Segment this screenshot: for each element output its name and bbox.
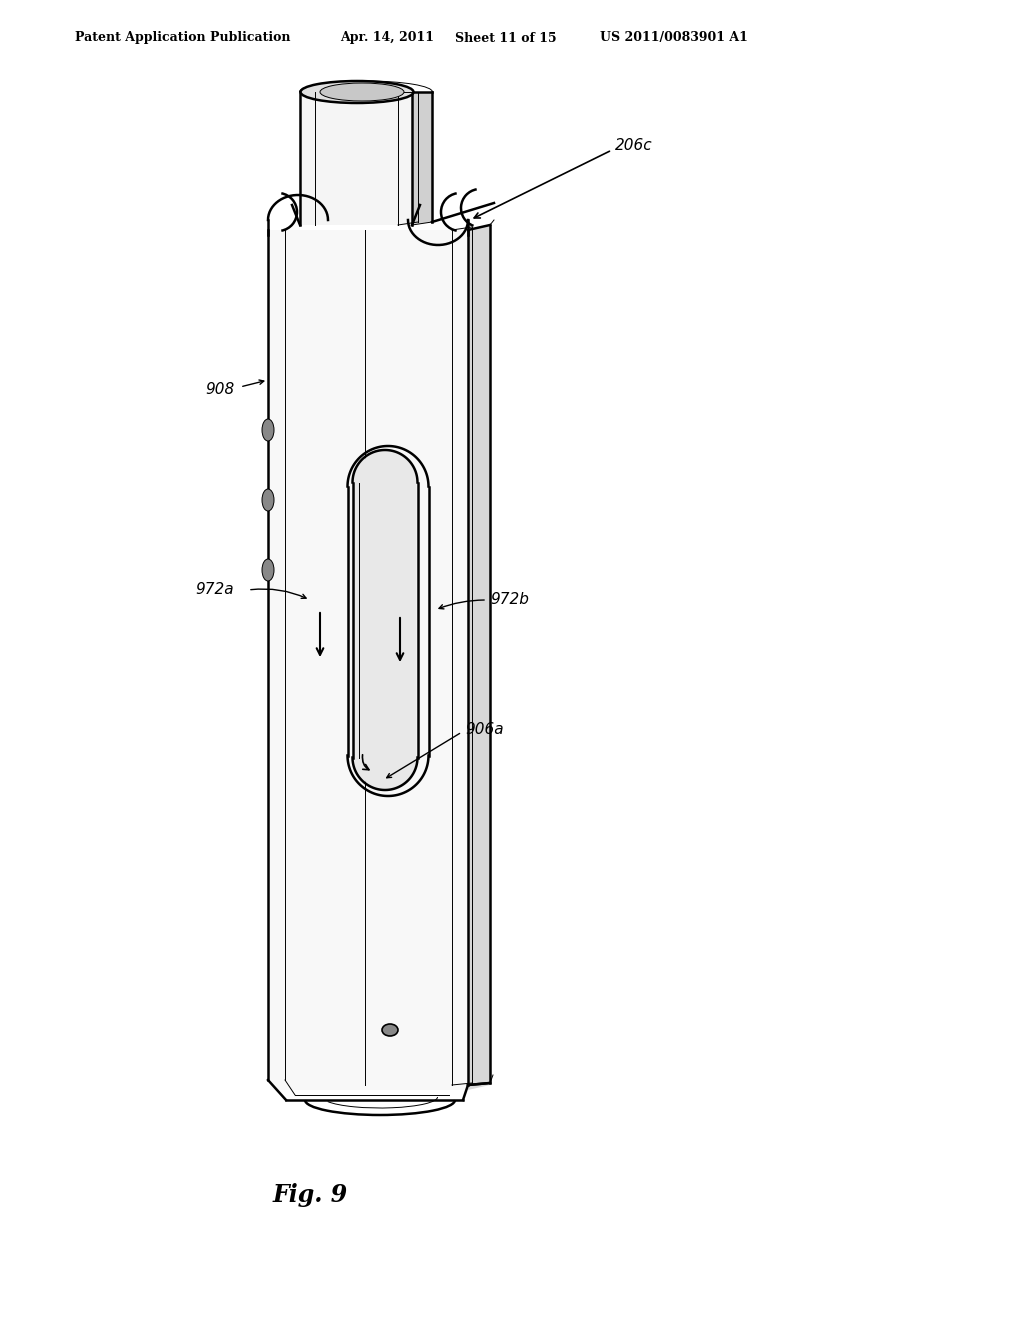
Ellipse shape [262,488,274,511]
Ellipse shape [382,1024,398,1036]
Text: Fig. 9: Fig. 9 [272,1183,347,1206]
Text: Patent Application Publication: Patent Application Publication [75,32,291,45]
Text: Apr. 14, 2011: Apr. 14, 2011 [340,32,434,45]
Ellipse shape [300,81,414,103]
Polygon shape [302,92,412,224]
Polygon shape [354,451,416,788]
Ellipse shape [262,418,274,441]
Text: 972a: 972a [195,582,233,598]
Text: 206c: 206c [615,137,652,153]
Polygon shape [412,92,432,224]
Polygon shape [270,230,468,1090]
Text: 906a: 906a [465,722,504,738]
Ellipse shape [262,558,274,581]
Polygon shape [352,450,418,789]
Text: US 2011/0083901 A1: US 2011/0083901 A1 [600,32,748,45]
Ellipse shape [319,83,404,102]
Text: Sheet 11 of 15: Sheet 11 of 15 [455,32,557,45]
Polygon shape [468,224,490,1090]
Text: 972b: 972b [490,593,528,607]
Text: 908: 908 [205,383,234,397]
